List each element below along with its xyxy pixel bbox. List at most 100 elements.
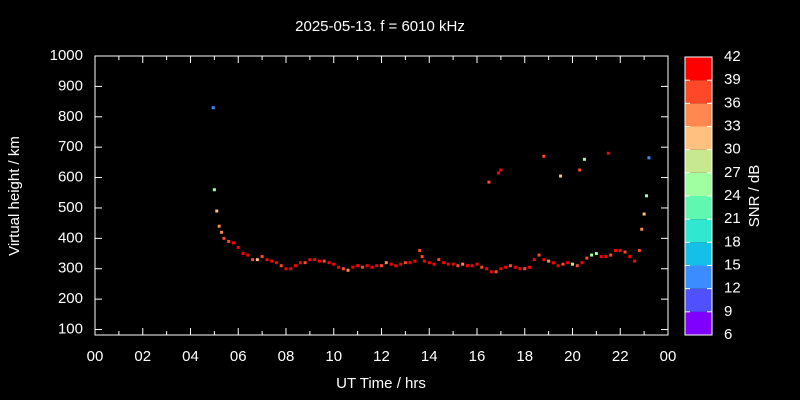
- data-point: [647, 156, 651, 160]
- data-point: [227, 239, 231, 243]
- colorbar-bin: [685, 103, 712, 127]
- data-point: [499, 267, 503, 271]
- data-point: [623, 250, 627, 254]
- data-point: [211, 106, 215, 110]
- data-point: [499, 168, 503, 172]
- colorbar-bin: [685, 311, 712, 335]
- data-point: [313, 258, 317, 262]
- data-point: [609, 253, 613, 257]
- data-point: [542, 258, 546, 262]
- data-point: [337, 265, 341, 269]
- y-tick-label: 700: [58, 138, 83, 155]
- data-point: [559, 174, 563, 178]
- data-point: [418, 249, 422, 253]
- y-tick-label: 1000: [50, 47, 83, 64]
- data-point: [513, 265, 517, 269]
- x-tick-label: 16: [469, 348, 486, 365]
- colorbar-tick-label: 39: [724, 71, 741, 88]
- data-point: [613, 249, 617, 253]
- data-point: [642, 212, 646, 216]
- data-point: [265, 258, 269, 262]
- data-point: [322, 259, 326, 263]
- x-tick-label: 00: [660, 348, 677, 365]
- data-point: [403, 261, 407, 265]
- data-point: [456, 264, 460, 268]
- data-point: [547, 259, 551, 263]
- data-point: [470, 264, 474, 268]
- plot-frame: [94, 55, 669, 336]
- data-point: [542, 154, 546, 158]
- y-tick-label: 300: [58, 260, 83, 277]
- colorbar-bin: [685, 196, 712, 220]
- data-point: [451, 262, 455, 266]
- data-point: [413, 259, 417, 263]
- data-point: [420, 255, 424, 259]
- y-tick-label: 500: [58, 199, 83, 216]
- data-point: [284, 267, 288, 271]
- data-point: [394, 264, 398, 268]
- data-point: [475, 262, 479, 266]
- colorbar-bin: [685, 57, 712, 81]
- x-tick-label: 10: [325, 348, 342, 365]
- colorbar-tick-label: 33: [724, 117, 741, 134]
- data-point: [289, 267, 293, 271]
- data-point: [551, 261, 555, 265]
- colorbar-bin: [685, 288, 712, 312]
- data-point: [236, 245, 240, 249]
- x-tick-label: 14: [421, 348, 438, 365]
- data-point: [365, 264, 369, 268]
- colorbar-tick-label: 21: [724, 210, 741, 227]
- colorbar-tick-label: 12: [724, 280, 741, 297]
- data-point: [327, 261, 331, 265]
- colorbar-tick-label: 30: [724, 141, 741, 158]
- data-point: [590, 253, 594, 257]
- colorbar-tick-label: 18: [724, 233, 741, 250]
- data-point: [487, 180, 491, 184]
- data-point: [270, 259, 274, 263]
- y-tick-label: 100: [58, 320, 83, 337]
- colorbar-bin: [685, 242, 712, 266]
- data-point: [370, 265, 374, 269]
- x-tick-label: 20: [564, 348, 581, 365]
- data-point: [384, 261, 388, 265]
- data-point: [279, 264, 283, 268]
- data-point: [217, 224, 221, 228]
- data-point: [606, 151, 610, 155]
- data-point: [480, 265, 484, 269]
- data-point: [599, 255, 603, 259]
- data-point: [633, 259, 637, 263]
- data-point: [532, 258, 536, 262]
- data-point: [575, 264, 579, 268]
- data-point: [251, 258, 255, 262]
- data-point: [437, 258, 441, 262]
- colorbar-bin: [685, 219, 712, 243]
- y-tick-label: 800: [58, 108, 83, 125]
- data-point: [537, 253, 541, 257]
- data-point: [274, 261, 278, 265]
- data-point: [628, 255, 632, 259]
- data-point: [317, 259, 321, 263]
- data-point: [303, 261, 307, 265]
- data-point: [496, 171, 500, 175]
- data-point: [485, 267, 489, 271]
- data-point: [561, 262, 565, 266]
- data-point: [346, 268, 350, 272]
- data-point: [308, 258, 312, 262]
- data-point: [222, 236, 226, 240]
- data-point: [489, 270, 493, 274]
- data-point: [518, 267, 522, 271]
- x-tick-label: 12: [373, 348, 390, 365]
- y-tick-label: 200: [58, 290, 83, 307]
- data-point: [332, 262, 336, 266]
- y-tick-label: 900: [58, 77, 83, 94]
- data-point: [640, 227, 644, 231]
- data-point: [220, 230, 224, 234]
- data-point: [594, 252, 598, 256]
- data-point: [422, 259, 426, 263]
- data-point: [341, 267, 345, 271]
- data-point: [461, 262, 465, 266]
- colorbar-tick-label: 36: [724, 94, 741, 111]
- x-axis-label: UT Time / hrs: [336, 375, 426, 392]
- data-point: [408, 261, 412, 265]
- data-point: [294, 264, 298, 268]
